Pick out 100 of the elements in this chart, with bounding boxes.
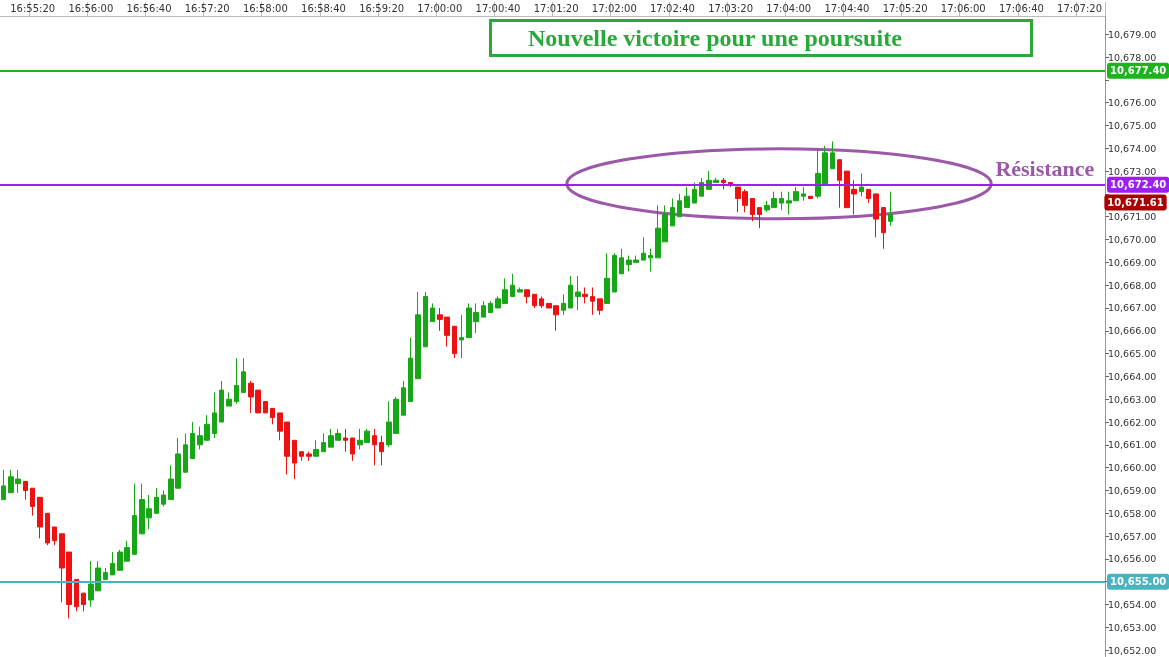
candlestick — [808, 195, 813, 199]
candlestick — [30, 487, 35, 517]
candlestick — [692, 182, 697, 204]
y-tick-label: 10,653.00 — [1108, 621, 1157, 633]
candlestick — [23, 480, 28, 501]
candlestick — [415, 291, 421, 380]
y-tick-label: 10,661.00 — [1108, 439, 1157, 451]
candlestick — [532, 293, 537, 309]
candlestick — [612, 252, 617, 293]
y-tick-label: 10,652.00 — [1108, 644, 1157, 656]
candlestick — [873, 193, 879, 238]
y-tick-label: 10,667.00 — [1108, 302, 1157, 314]
annotation: Résistance — [995, 156, 1095, 182]
candlestick — [561, 293, 566, 316]
candlestick — [488, 300, 493, 314]
candlestick — [582, 286, 588, 304]
y-tick-label: 10,675.00 — [1108, 119, 1157, 131]
candlestick — [313, 439, 319, 457]
candlestick — [517, 286, 523, 293]
candlestick — [779, 191, 784, 211]
candlestick — [830, 140, 835, 170]
candlestick — [604, 252, 610, 304]
candlestick — [306, 451, 312, 462]
candlestick — [270, 407, 275, 425]
candlestick — [881, 207, 886, 250]
candlestick — [648, 248, 653, 272]
candlestick — [37, 496, 43, 539]
candlestick — [241, 357, 246, 393]
candlestick — [590, 286, 595, 316]
y-tick-label: 10,660.00 — [1108, 462, 1157, 474]
y-tick-label: 10,669.00 — [1108, 256, 1157, 268]
x-tick-label: 16:57:20 — [184, 2, 230, 14]
x-tick-label: 17:02:40 — [649, 2, 695, 14]
y-tick-label: 10,656.00 — [1108, 553, 1157, 565]
x-tick-label: 17:07:20 — [1057, 2, 1103, 14]
candlestick — [684, 186, 690, 209]
x-tick-label: 17:04:40 — [824, 2, 870, 14]
y-tick-label: 10,654.00 — [1108, 599, 1157, 611]
x-tick-label: 17:06:00 — [940, 2, 986, 14]
candlestick — [677, 193, 682, 218]
x-tick-label: 16:55:20 — [10, 2, 56, 14]
y-tick-label: 10,671.00 — [1108, 211, 1157, 223]
chart-title: Nouvelle victoire pour une poursuite — [528, 25, 903, 51]
candlestick — [888, 191, 893, 227]
candlestick — [350, 437, 355, 462]
y-tick-label: 10,673.00 — [1108, 165, 1157, 177]
y-tick-label: 10,679.00 — [1108, 28, 1157, 40]
y-tick-label: 10,659.00 — [1108, 484, 1157, 496]
ref-line-label: 10,677.40 — [1110, 65, 1167, 77]
candlestick — [423, 291, 428, 348]
candlestick — [161, 489, 166, 507]
candlestick — [299, 451, 304, 462]
candlestick — [183, 432, 188, 473]
y-tick-label: 10,674.00 — [1108, 142, 1157, 154]
y-tick-label: 10,665.00 — [1108, 348, 1157, 360]
candlestick — [430, 302, 435, 323]
x-tick-label: 17:06:40 — [998, 2, 1044, 14]
candlestick — [568, 275, 573, 309]
candlestick — [401, 380, 406, 416]
x-tick-label: 16:56:40 — [126, 2, 172, 14]
candlestick — [379, 435, 384, 466]
x-tick-label: 17:05:20 — [882, 2, 928, 14]
y-tick-label: 10,663.00 — [1108, 393, 1157, 405]
candlestick — [459, 314, 464, 359]
y-tick-label: 10,664.00 — [1108, 370, 1157, 382]
candlestick — [132, 483, 137, 555]
candlestick — [103, 567, 108, 580]
candlestick — [408, 337, 413, 403]
x-tick-label: 17:01:20 — [533, 2, 579, 14]
y-tick-label: 10,658.00 — [1108, 507, 1157, 519]
candlestick — [219, 380, 224, 423]
candlestick — [481, 300, 486, 318]
candlestick — [292, 439, 297, 480]
x-tick-label: 17:00:00 — [417, 2, 463, 14]
y-tick-label: 10,668.00 — [1108, 279, 1157, 291]
candlestick — [641, 236, 646, 261]
candlestick — [343, 428, 348, 453]
x-tick-label: 17:02:00 — [591, 2, 637, 14]
x-tick-label: 17:03:20 — [708, 2, 754, 14]
y-tick-label: 10,666.00 — [1108, 325, 1157, 337]
x-tick-label: 16:58:40 — [301, 2, 346, 14]
candlestick — [597, 298, 603, 316]
candlestick — [510, 273, 515, 298]
candlestick — [52, 526, 57, 546]
candlestick — [74, 578, 79, 612]
text: 10,671.61 — [1107, 196, 1164, 208]
candlestick — [837, 159, 842, 209]
candlestick — [750, 197, 755, 222]
candlestick — [1, 469, 6, 501]
candlestick — [154, 487, 159, 514]
candlestick — [110, 551, 115, 576]
candlestick — [321, 432, 326, 453]
candlestick — [670, 197, 675, 227]
candlestick — [539, 296, 544, 309]
y-tick-label: 10,662.00 — [1108, 416, 1157, 428]
x-tick-label: 16:58:00 — [242, 2, 288, 14]
candlestick — [81, 592, 86, 612]
candlestick — [859, 172, 864, 197]
y-tick-label: 10,678.00 — [1108, 51, 1157, 63]
ref-line-label: 10,672.40 — [1110, 179, 1167, 191]
